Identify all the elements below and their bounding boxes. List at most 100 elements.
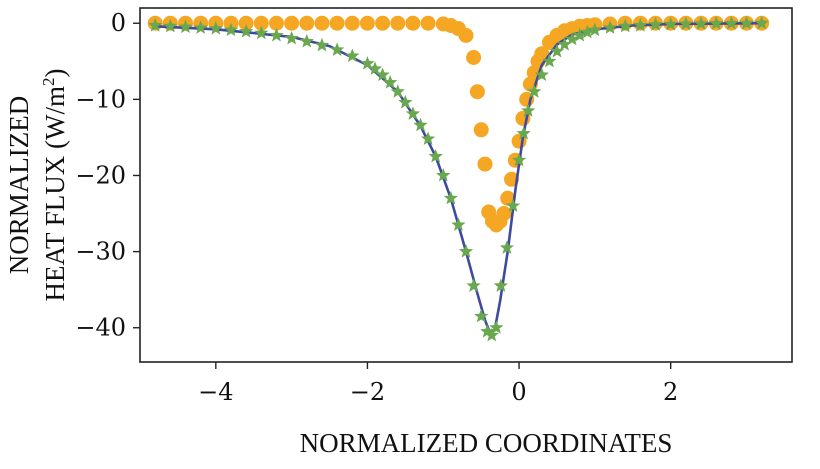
orange-dot-point (477, 156, 493, 172)
green-star-point (516, 126, 531, 140)
green-star-point (557, 37, 572, 51)
orange-dot-point (473, 122, 489, 138)
orange-dot-point (405, 15, 421, 31)
green-star-point (398, 94, 413, 109)
green-star-point (678, 16, 693, 31)
green-star-point (428, 148, 443, 163)
green-star-point (542, 53, 557, 68)
green-star-point (345, 48, 360, 63)
green-star-point (466, 278, 481, 292)
orange-dot-point (344, 15, 360, 31)
orange-dot-point (359, 15, 375, 31)
green-star-point (618, 18, 633, 33)
green-star-point (474, 308, 489, 323)
y-tick-label: 0 (111, 9, 126, 37)
green-star-point (534, 67, 549, 82)
green-star-point (572, 27, 587, 42)
green-star-point (383, 75, 398, 89)
x-tick-label: −2 (350, 378, 385, 406)
green-star-point (329, 42, 345, 56)
orange-dot-point (500, 190, 516, 206)
orange-dot-point (534, 46, 550, 62)
green-star-point (413, 117, 428, 132)
orange-dot-point (375, 15, 391, 31)
series-layer (147, 15, 770, 342)
green-star-point (178, 19, 193, 34)
green-star-point (314, 37, 330, 52)
orange-dot-point (390, 15, 406, 31)
green-star-point (633, 18, 648, 32)
plot-area-frame (139, 7, 793, 363)
y-tick-label: −20 (75, 161, 126, 189)
orange-dot-point (466, 50, 482, 65)
green-star-point (505, 198, 521, 212)
green-star-point (493, 278, 509, 292)
green-star-point (443, 190, 458, 205)
green-star-point (360, 56, 375, 70)
green-star-point (223, 22, 239, 37)
green-star-point (489, 320, 504, 334)
green-star-point (580, 24, 595, 39)
y-axis-ticks: 0 −10 −20 −30 −40 (75, 9, 140, 342)
green-star-point (239, 24, 254, 38)
x-tick-label: 2 (663, 378, 678, 406)
x-axis-title: NORMALIZED COORDINATES (300, 428, 673, 458)
green-star-point (549, 43, 565, 58)
x-tick-label: 0 (511, 378, 526, 406)
green-star-point (405, 106, 421, 120)
green-star-point (511, 152, 527, 167)
orange-dot-point (314, 15, 330, 31)
green-star-point (148, 18, 163, 32)
green-star-point (484, 327, 499, 342)
y-tick-label: −10 (75, 85, 126, 113)
green-star-point (436, 167, 451, 182)
y-tick-label: −30 (75, 238, 126, 266)
green-star-point (739, 15, 754, 30)
green-star-point (208, 21, 223, 35)
green-star-point (693, 16, 709, 30)
green-star-point (663, 16, 678, 31)
green-star-point (754, 15, 769, 30)
green-star-point (587, 22, 603, 37)
orange-dot-point (253, 15, 269, 31)
green-star-point (499, 240, 515, 254)
green-star-point (269, 27, 284, 42)
orange-dot-point (496, 206, 512, 221)
green-star-point (602, 20, 618, 34)
green-star-point (709, 16, 724, 30)
orange-dot-point (469, 84, 485, 100)
green-star-point (284, 30, 299, 45)
y-axis-title-line-1: NORMALIZED (4, 96, 34, 274)
y-axis-title: NORMALIZED HEAT FLUX (W/m2) (4, 69, 70, 302)
orange-dot-point (329, 15, 345, 31)
green-star-point (367, 61, 383, 75)
green-star-point (163, 18, 178, 33)
y-axis-title-close: ) (40, 69, 70, 78)
green-star-point (480, 324, 495, 338)
orange-dot-point (238, 15, 254, 31)
green-star-point (254, 25, 269, 40)
green-star-point (451, 217, 466, 232)
green-star-point (420, 131, 436, 146)
green-star-point (299, 34, 314, 48)
green-star-point (193, 20, 208, 34)
orange-dot-point (269, 15, 284, 31)
line-series-curve (155, 21, 762, 336)
y-tick-label: −40 (75, 314, 126, 342)
y-axis-title-superscript: 2 (39, 78, 58, 87)
green-star-point (375, 67, 390, 82)
green-star-point (648, 17, 663, 31)
green-star-point (390, 84, 405, 98)
y-axis-title-text: HEAT FLUX (W/m (40, 86, 70, 302)
orange-dot-point (458, 27, 474, 43)
x-axis-ticks: −4 −2 0 2 (198, 362, 678, 406)
green-star-point (458, 244, 474, 258)
x-tick-label: −4 (198, 378, 233, 406)
green-star-point (521, 103, 536, 117)
orange-dot-point (420, 15, 436, 31)
y-axis-title-line-2: HEAT FLUX (W/m2) (39, 69, 70, 302)
green-star-point (565, 31, 580, 46)
orange-dot-point (299, 15, 315, 31)
green-star-point (724, 15, 739, 30)
